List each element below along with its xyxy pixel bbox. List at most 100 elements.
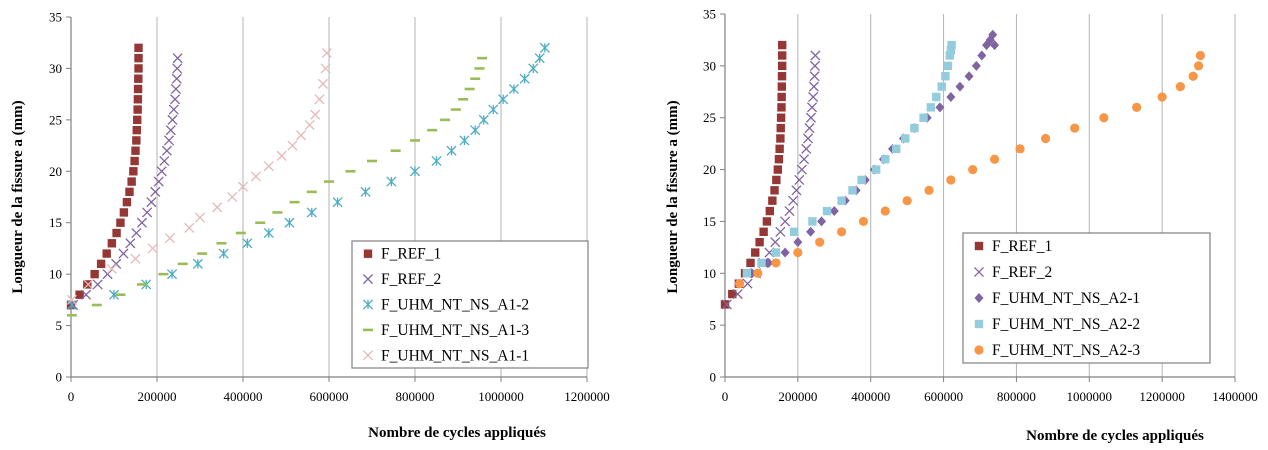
data-point	[146, 197, 157, 208]
data-point	[777, 72, 787, 81]
data-point	[759, 227, 768, 236]
y-tick-label: 10	[703, 266, 716, 281]
x-tick-label: 1200000	[564, 389, 610, 404]
data-point	[142, 207, 153, 218]
x-tick-label: 1000000	[1067, 389, 1113, 404]
data-point	[1015, 144, 1025, 154]
y-tick-label: 30	[49, 61, 62, 76]
data-point	[964, 71, 974, 82]
data-point	[147, 243, 158, 254]
y-tick-label: 15	[703, 214, 716, 229]
data-point	[788, 195, 799, 206]
data-point	[386, 176, 397, 187]
data-point	[1157, 92, 1167, 102]
legend-label: F_UHM_NT_NS_A1-2	[381, 297, 529, 314]
legend-label: F_UHM_NT_NS_A1-1	[381, 347, 529, 364]
data-point	[971, 60, 981, 71]
x-axis-title: Nombre de cycles appliqués	[368, 425, 546, 441]
data-point	[106, 263, 117, 275]
data-point	[133, 95, 143, 104]
x-tick-label: 0	[68, 389, 75, 404]
data-point	[808, 217, 817, 226]
data-point	[161, 145, 172, 156]
data-point	[1193, 61, 1204, 71]
x-tick-label: 1000000	[478, 389, 524, 404]
data-point	[988, 29, 998, 40]
legend-entry: F_UHM_NT_NS_A2-1	[974, 290, 1140, 307]
data-point	[287, 140, 298, 151]
y-tick-label: 35	[703, 7, 716, 22]
data-point	[807, 102, 818, 113]
data-point	[777, 51, 787, 60]
legend-entry: F_REF_2	[362, 271, 441, 288]
data-point	[775, 144, 784, 154]
data-point	[881, 155, 890, 164]
data-point	[777, 40, 787, 50]
data-point	[134, 64, 143, 73]
legend-label: F_REF_2	[992, 264, 1052, 281]
data-point	[131, 146, 140, 155]
data-point	[170, 83, 181, 95]
legend-entry: F_UHM_NT_NS_A1-1	[362, 347, 529, 364]
data-point	[808, 81, 819, 92]
data-point	[802, 133, 814, 144]
data-point	[809, 60, 821, 71]
data-point	[409, 166, 421, 177]
data-point	[945, 51, 954, 60]
data-point	[919, 113, 928, 122]
data-point	[125, 238, 136, 249]
data-point	[910, 123, 919, 133]
legend-marker	[973, 266, 985, 278]
legend-marker	[362, 350, 374, 361]
data-point	[777, 61, 787, 71]
data-point	[989, 154, 1000, 164]
data-point	[276, 150, 287, 161]
data-point	[946, 175, 956, 185]
data-point	[947, 40, 956, 50]
data-point	[107, 239, 117, 248]
data-point	[227, 191, 238, 203]
data-point	[805, 112, 817, 123]
legend-marker	[974, 293, 984, 303]
data-point	[808, 91, 819, 103]
x-tick-label: 0	[722, 389, 729, 404]
legend-label: F_UHM_NT_NS_A1-3	[381, 322, 529, 339]
data-point	[470, 125, 481, 136]
data-point	[742, 278, 753, 289]
data-point	[765, 206, 775, 216]
series-F_REF_1	[66, 43, 143, 310]
series-F_REF_1	[720, 40, 787, 309]
data-point	[133, 84, 143, 94]
y-tick-label: 35	[49, 10, 62, 25]
data-point	[112, 228, 121, 238]
y-tick-label: 0	[56, 370, 63, 385]
data-point	[263, 227, 274, 239]
data-point	[937, 82, 946, 91]
legend-entry: F_UHM_NT_NS_A1-2	[362, 297, 529, 314]
legend-entry: F_REF_1	[363, 246, 441, 263]
data-point	[156, 166, 167, 177]
data-point	[1188, 71, 1198, 81]
data-point	[122, 197, 132, 207]
data-point	[153, 176, 164, 187]
data-point	[946, 46, 956, 55]
x-tick-label: 600000	[310, 389, 349, 404]
data-point	[732, 288, 743, 300]
data-point	[790, 227, 799, 236]
data-point	[901, 134, 910, 143]
x-tick-label: 600000	[924, 389, 963, 404]
data-point	[171, 73, 182, 84]
series-F_UHM_NT_NS_A1-1	[66, 47, 332, 305]
data-point	[810, 50, 821, 61]
data-point	[498, 94, 509, 105]
data-point	[212, 202, 223, 213]
data-point	[798, 154, 810, 165]
data-point	[166, 269, 178, 280]
data-point	[172, 53, 183, 64]
data-point	[772, 175, 781, 185]
data-point	[946, 91, 956, 102]
data-point	[784, 205, 795, 217]
x-tick-label: 1400000	[1212, 389, 1258, 404]
data-point	[776, 123, 785, 133]
